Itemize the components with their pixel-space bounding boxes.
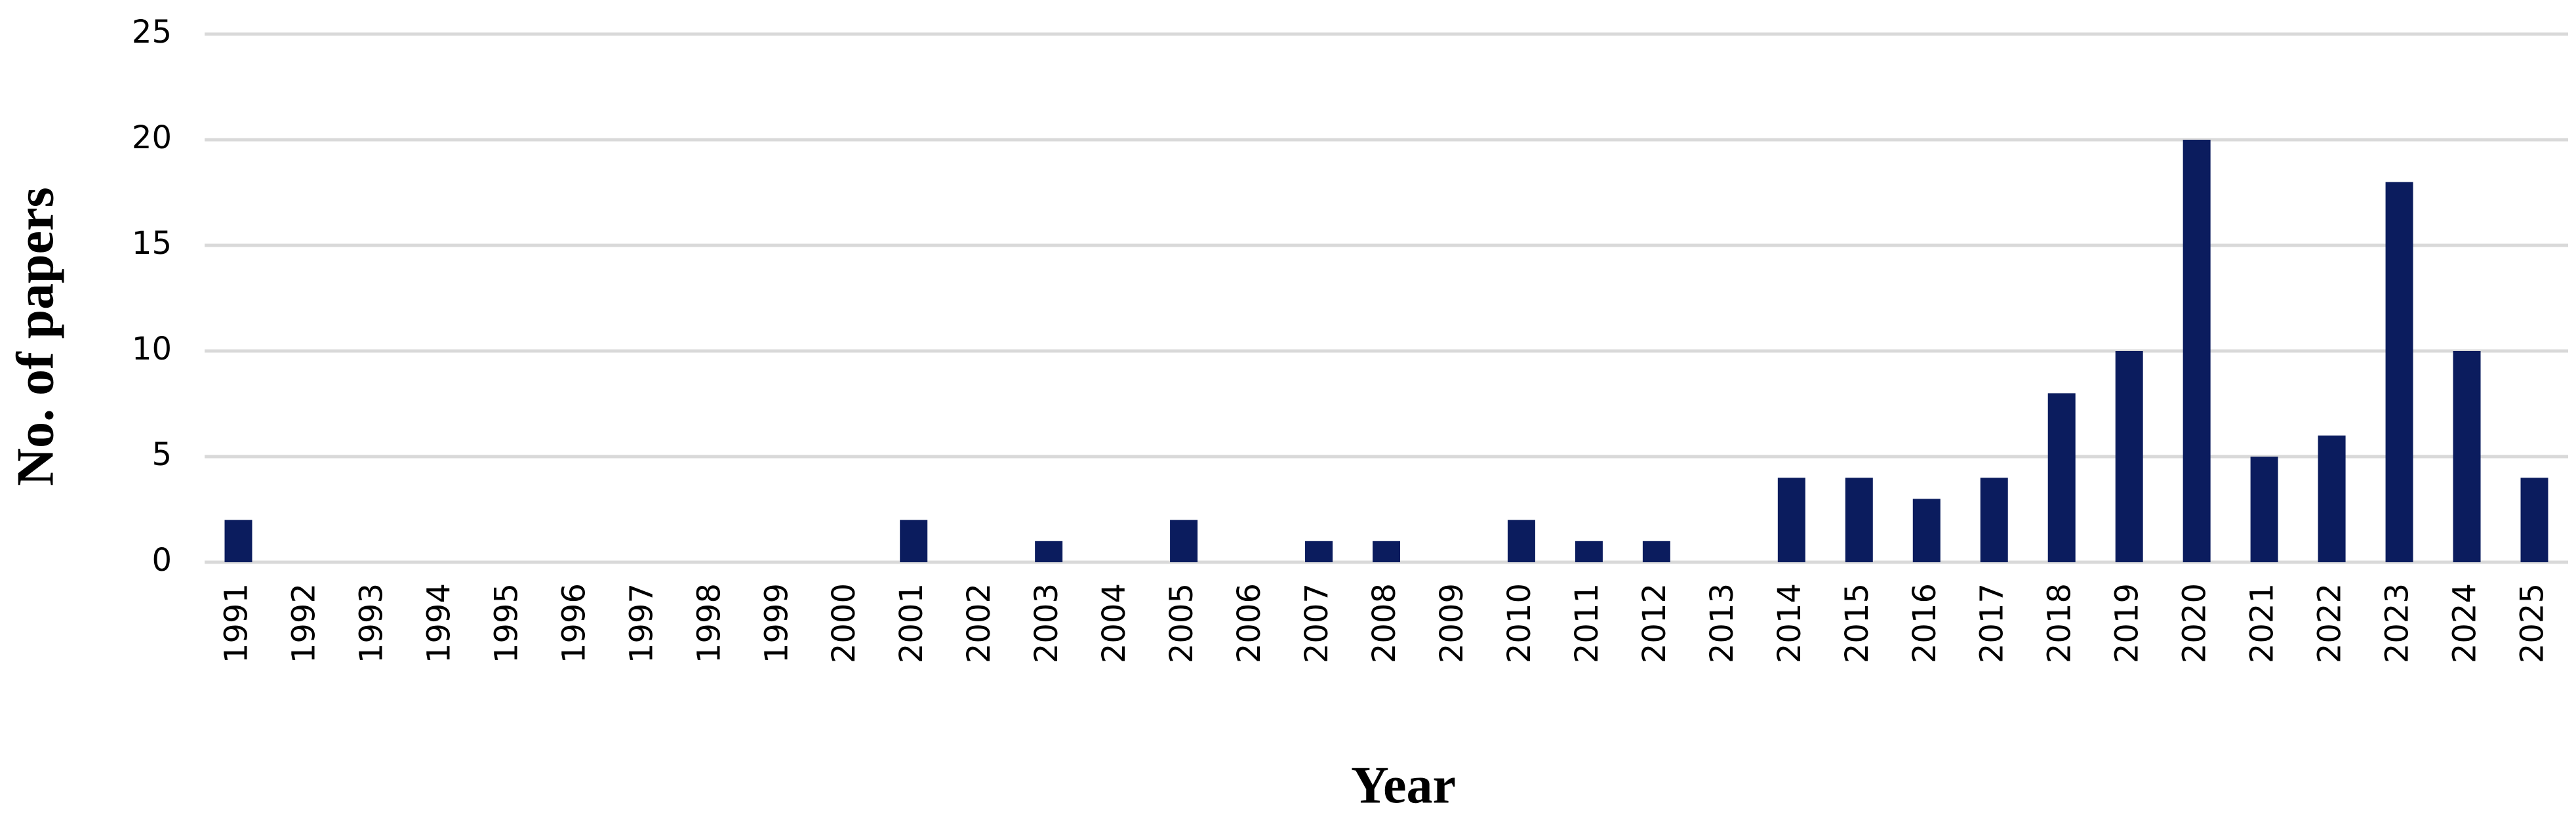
bar <box>2250 457 2278 562</box>
bar <box>1642 541 1670 562</box>
bar <box>1845 478 1873 562</box>
x-tick-label: 2002 <box>961 583 997 663</box>
x-tick-label: 2017 <box>1974 583 2011 663</box>
x-tick-label: 2015 <box>1839 583 1876 663</box>
x-tick-label: 2007 <box>1298 583 1335 663</box>
bar <box>2520 478 2548 562</box>
x-tick-label: 1996 <box>555 583 592 663</box>
bar <box>1912 499 1941 562</box>
x-tick-label: 2009 <box>1434 583 1470 663</box>
x-tick-label: 2021 <box>2244 583 2281 663</box>
x-tick-label: 2020 <box>2177 583 2213 663</box>
x-tick-label: 2001 <box>893 583 930 663</box>
x-tick-label: 1995 <box>488 583 525 663</box>
bar <box>2115 351 2143 562</box>
x-tick-label: 1999 <box>758 583 795 663</box>
x-tick-label: 2012 <box>1636 583 1673 663</box>
bar <box>900 520 928 562</box>
bar <box>1373 541 1400 562</box>
x-tick-label: 2019 <box>2109 583 2146 663</box>
x-tick-label: 2025 <box>2514 583 2551 663</box>
y-tick-label: 25 <box>132 14 172 51</box>
bar <box>2318 435 2346 562</box>
y-axis-title: No. of papers <box>7 187 64 486</box>
bar <box>1035 541 1063 562</box>
x-tick-label: 2016 <box>1906 583 1943 663</box>
x-tick-label: 2014 <box>1771 583 1808 663</box>
x-tick-label: 2006 <box>1231 583 1268 663</box>
x-tick-label: 1991 <box>218 583 254 663</box>
x-tick-label: 1992 <box>285 583 322 663</box>
x-axis-title: Year <box>1351 756 1456 814</box>
x-tick-label: 1994 <box>420 583 457 663</box>
x-tick-label: 1993 <box>353 583 390 663</box>
y-tick-label: 10 <box>132 331 172 367</box>
x-tick-label: 2022 <box>2312 583 2348 663</box>
bar <box>1305 541 1333 562</box>
x-tick-label: 2010 <box>1501 583 1538 663</box>
bar <box>1507 520 1535 562</box>
x-tick-label: 2003 <box>1028 583 1065 663</box>
bar <box>224 520 252 562</box>
x-tick-label: 2008 <box>1366 583 1403 663</box>
bar <box>1170 520 1198 562</box>
x-tick-label: 2004 <box>1096 583 1133 663</box>
bar <box>1980 478 2008 562</box>
y-tick-label: 15 <box>132 225 172 262</box>
bar <box>2453 351 2481 562</box>
x-tick-label: 2023 <box>2379 583 2416 663</box>
x-tick-label: 2013 <box>1704 583 1741 663</box>
bar <box>1777 478 1805 562</box>
x-tick-label: 2000 <box>826 583 862 663</box>
y-tick-label: 20 <box>132 119 172 156</box>
bar <box>2183 140 2211 562</box>
bar <box>2047 393 2076 562</box>
bar <box>2385 182 2413 562</box>
x-tick-label: 1998 <box>691 583 727 663</box>
y-tick-label: 5 <box>151 436 172 473</box>
y-tick-label: 0 <box>151 542 172 579</box>
x-tick-label: 2005 <box>1163 583 1200 663</box>
x-tick-label: 2011 <box>1569 583 1605 663</box>
x-tick-label: 1997 <box>623 583 660 663</box>
x-tick-label: 2024 <box>2447 583 2484 663</box>
bar <box>1575 541 1603 562</box>
x-tick-label: 2018 <box>2042 583 2078 663</box>
